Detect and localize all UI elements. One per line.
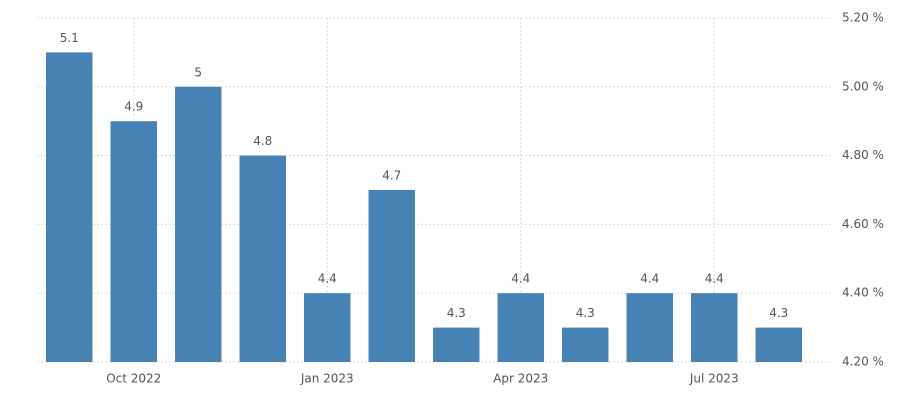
x-tick-label: Oct 2022 bbox=[106, 372, 161, 386]
value-label: 4.9 bbox=[124, 100, 143, 114]
y-tick-label: 5.00 % bbox=[842, 79, 884, 93]
value-label: 4.4 bbox=[640, 272, 659, 286]
bar bbox=[368, 190, 415, 362]
bar bbox=[239, 155, 286, 362]
y-tick-label: 4.80 % bbox=[842, 148, 884, 162]
bar bbox=[562, 327, 609, 362]
y-tick-label: 4.20 % bbox=[842, 355, 884, 369]
x-tick-label: Jul 2023 bbox=[689, 372, 739, 386]
value-label: 4.4 bbox=[705, 272, 724, 286]
bar bbox=[304, 293, 351, 362]
value-label: 4.4 bbox=[511, 272, 530, 286]
y-tick-label: 4.40 % bbox=[842, 286, 884, 300]
value-label: 4.8 bbox=[253, 134, 272, 148]
y-tick-label: 5.20 % bbox=[842, 11, 884, 25]
value-label: 5 bbox=[194, 65, 202, 79]
bar bbox=[691, 293, 738, 362]
bar bbox=[433, 327, 480, 362]
value-label: 4.4 bbox=[318, 272, 337, 286]
bar bbox=[626, 293, 673, 362]
y-tick-label: 4.60 % bbox=[842, 217, 884, 231]
bar bbox=[497, 293, 544, 362]
value-label: 4.3 bbox=[576, 306, 595, 320]
bar bbox=[46, 52, 93, 363]
value-label: 4.3 bbox=[769, 306, 788, 320]
bar bbox=[110, 121, 157, 362]
value-label: 5.1 bbox=[60, 31, 79, 45]
bar bbox=[755, 327, 802, 362]
bar bbox=[175, 86, 222, 363]
value-label: 4.3 bbox=[447, 306, 466, 320]
x-tick-label: Apr 2023 bbox=[493, 372, 548, 386]
value-label: 4.7 bbox=[382, 169, 401, 183]
x-tick-label: Jan 2023 bbox=[300, 372, 354, 386]
